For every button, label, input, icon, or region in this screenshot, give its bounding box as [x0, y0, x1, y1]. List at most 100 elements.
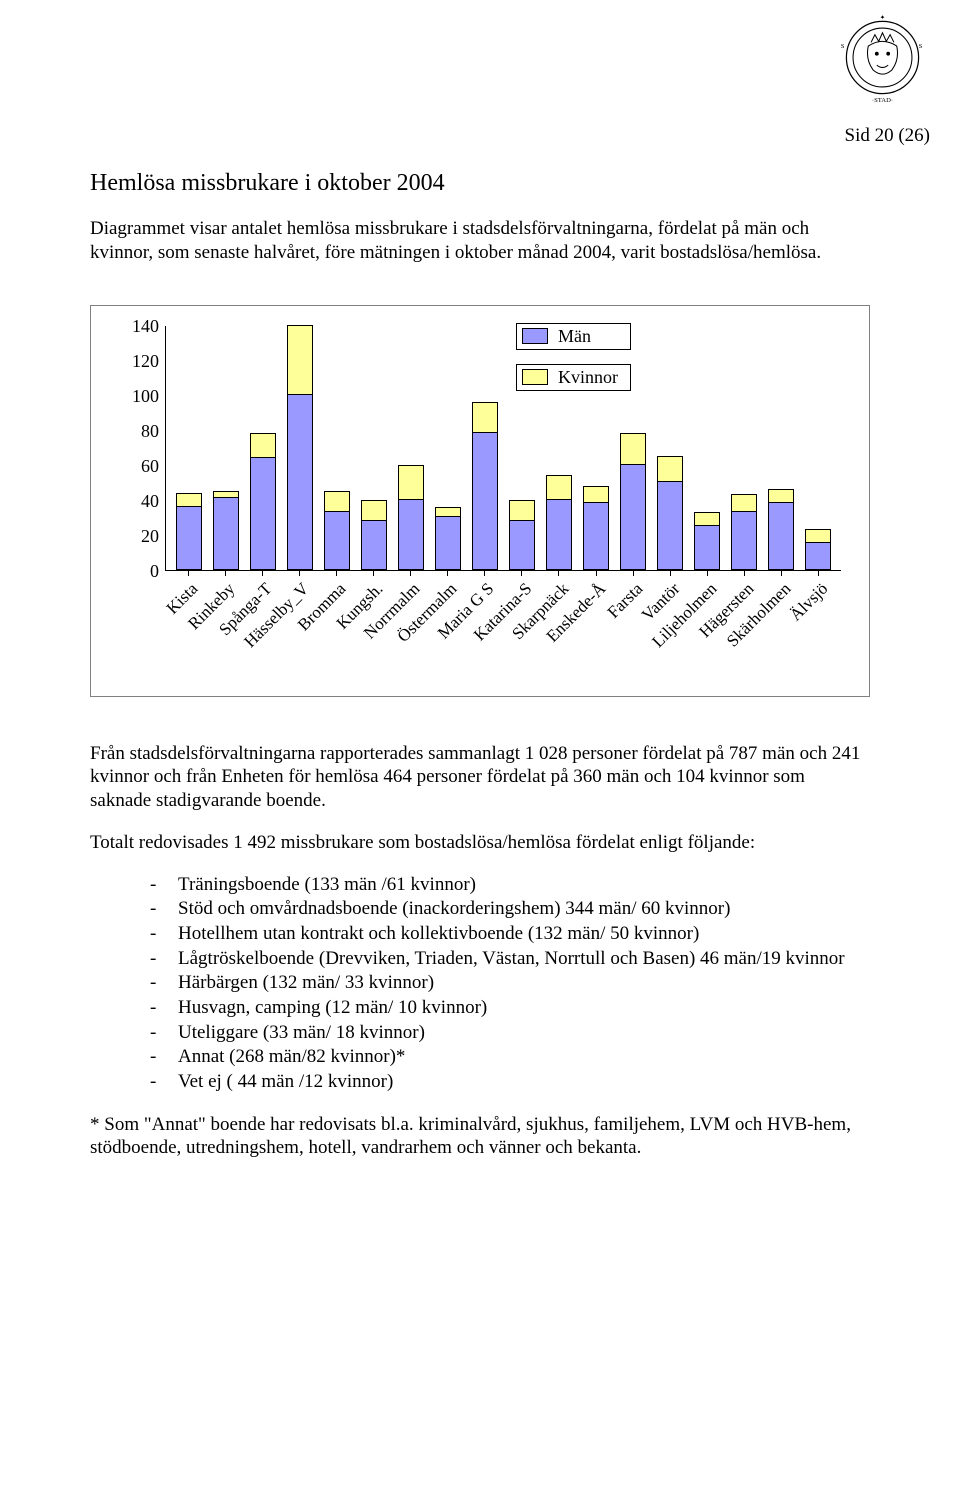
list-text: Annat (268 män/82 kvinnor)*: [178, 1045, 405, 1070]
svg-text:✦: ✦: [880, 14, 886, 22]
bar-segment-man: [287, 395, 313, 570]
list-dash: -: [150, 873, 178, 898]
bar-segment-kvinnor: [620, 433, 646, 465]
x-label: Älvsjö: [805, 571, 831, 676]
bar-segment-man: [731, 512, 757, 570]
bar-segment-kvinnor: [435, 507, 461, 518]
bar-segment-kvinnor: [694, 512, 720, 526]
bar-segment-kvinnor: [287, 325, 313, 395]
list-item: -Stöd och omvårdnadsboende (inackorderin…: [150, 897, 870, 922]
bar: [472, 402, 498, 570]
list-item: -Uteliggare (33 män/ 18 kvinnor): [150, 1021, 870, 1046]
bar-segment-kvinnor: [398, 465, 424, 500]
bars-group: [166, 326, 841, 570]
bar-segment-kvinnor: [213, 491, 239, 498]
bar-segment-kvinnor: [472, 402, 498, 434]
list-dash: -: [150, 1045, 178, 1070]
bar: [398, 465, 424, 570]
svg-text:·STAD·: ·STAD·: [872, 97, 893, 104]
legend-item: Kvinnor: [516, 364, 631, 391]
list-dash: -: [150, 897, 178, 922]
bar: [509, 500, 535, 570]
bar-segment-man: [398, 500, 424, 570]
legend-item: Män: [516, 323, 631, 350]
list-text: Stöd och omvårdnadsboende (inackordering…: [178, 897, 730, 922]
list-text: Lågtröskelboende (Drevviken, Triaden, Vä…: [178, 947, 845, 972]
bar: [694, 512, 720, 570]
bar-segment-kvinnor: [583, 486, 609, 504]
bar-segment-man: [657, 482, 683, 570]
y-axis: 140120100806040200: [119, 326, 165, 571]
list-dash: -: [150, 1070, 178, 1095]
x-label: Enskede-Å: [583, 571, 609, 676]
list-item: -Hotellhem utan kontrakt och kollektivbo…: [150, 922, 870, 947]
list-dash: -: [150, 1021, 178, 1046]
bar-segment-kvinnor: [546, 475, 572, 500]
paragraph-3: Totalt redovisades 1 492 missbrukare som…: [90, 831, 870, 855]
bar-segment-man: [768, 503, 794, 570]
bar: [176, 493, 202, 570]
list-dash: -: [150, 947, 178, 972]
list-item: -Vet ej ( 44 män /12 kvinnor): [150, 1070, 870, 1095]
svg-text:S: S: [919, 43, 923, 50]
plot-area: Män Kvinnor: [165, 326, 841, 571]
list-item: -Träningsboende (133 män /61 kvinnor): [150, 873, 870, 898]
bar-segment-kvinnor: [768, 489, 794, 503]
bar-chart-container: 140120100806040200 Män Kvinnor KistaRinke…: [90, 305, 870, 697]
bar: [657, 456, 683, 570]
bar-segment-kvinnor: [657, 456, 683, 482]
list-dash: -: [150, 922, 178, 947]
bar-segment-kvinnor: [250, 433, 276, 458]
bar-segment-kvinnor: [176, 493, 202, 507]
legend-swatch: [522, 369, 548, 385]
page: ✦ S S ·STAD· Sid 20 (26) Hemlösa missbru…: [0, 0, 960, 1200]
footnote: * Som "Annat" boende har redovisats bl.a…: [90, 1113, 870, 1161]
bar: [768, 489, 794, 570]
bar-segment-man: [694, 526, 720, 570]
list-text: Uteliggare (33 män/ 18 kvinnor): [178, 1021, 425, 1046]
page-number: Sid 20 (26): [845, 125, 931, 147]
bar: [731, 494, 757, 569]
bar-segment-man: [509, 521, 535, 570]
bar-segment-man: [620, 465, 646, 570]
list-text: Härbärgen (132 män/ 33 kvinnor): [178, 971, 434, 996]
bar-segment-man: [250, 458, 276, 570]
list-text: Husvagn, camping (12 män/ 10 kvinnor): [178, 996, 487, 1021]
bar-segment-man: [361, 521, 387, 570]
list-item: -Lågtröskelboende (Drevviken, Triaden, V…: [150, 947, 870, 972]
bar-segment-man: [324, 512, 350, 570]
bar-segment-man: [472, 433, 498, 570]
list-dash: -: [150, 996, 178, 1021]
bar-segment-man: [546, 500, 572, 570]
list-text: Hotellhem utan kontrakt och kollektivboe…: [178, 922, 699, 947]
bar-segment-kvinnor: [509, 500, 535, 521]
bar: [620, 433, 646, 570]
bar: [583, 486, 609, 570]
list-text: Träningsboende (133 män /61 kvinnor): [178, 873, 476, 898]
stockholm-stad-logo: ✦ S S ·STAD·: [835, 10, 930, 105]
bar-segment-man: [583, 503, 609, 570]
bullet-list: -Träningsboende (133 män /61 kvinnor)-St…: [90, 873, 870, 1095]
bar: [361, 500, 387, 570]
bar: [324, 491, 350, 570]
svg-text:S: S: [841, 43, 845, 50]
list-item: -Härbärgen (132 män/ 33 kvinnor): [150, 971, 870, 996]
bar-segment-kvinnor: [731, 494, 757, 512]
bar: [805, 529, 831, 569]
page-title: Hemlösa missbrukare i oktober 2004: [90, 170, 870, 197]
bar-segment-man: [435, 517, 461, 570]
x-label: Farsta: [620, 571, 646, 676]
bar-segment-man: [176, 507, 202, 570]
list-text: Vet ej ( 44 män /12 kvinnor): [178, 1070, 393, 1095]
list-item: -Annat (268 män/82 kvinnor)*: [150, 1045, 870, 1070]
bar-segment-man: [805, 543, 831, 569]
bar: [250, 433, 276, 570]
bar-segment-kvinnor: [805, 529, 831, 543]
x-label: Skärholmen: [768, 571, 794, 676]
bar: [213, 491, 239, 570]
chart-legend: Män Kvinnor: [516, 323, 631, 391]
bar: [546, 475, 572, 570]
list-dash: -: [150, 971, 178, 996]
bar: [435, 507, 461, 570]
x-axis-labels: KistaRinkebySpånga-THässelby_VBrommaKung…: [165, 571, 841, 676]
